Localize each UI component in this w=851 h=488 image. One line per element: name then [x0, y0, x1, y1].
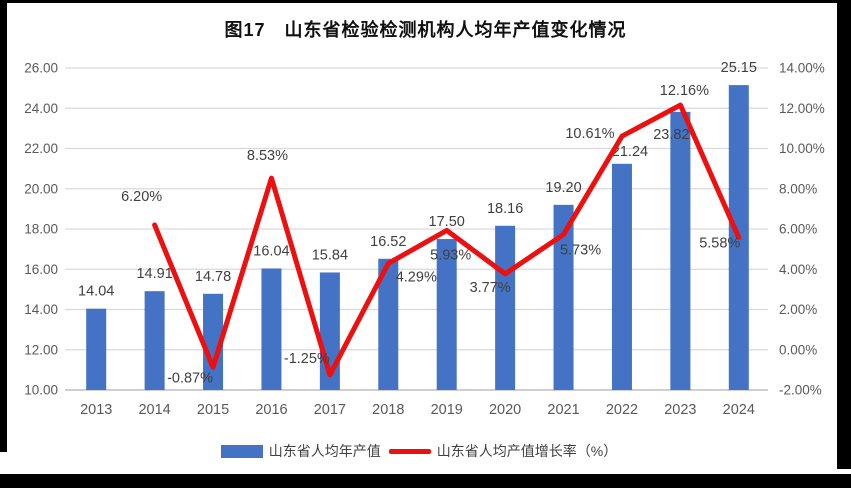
bar: [553, 204, 574, 390]
right-axis-tick-label: 6.00%: [779, 222, 817, 237]
x-axis-label: 2018: [372, 402, 404, 418]
left-axis-tick-label: 18.00: [24, 222, 58, 237]
scan-border-bottom: [0, 474, 851, 488]
x-axis-label: 2017: [314, 402, 346, 418]
bar-value-label: 14.04: [78, 284, 114, 300]
line-value-label: 10.61%: [565, 126, 614, 142]
bar-value-label: 14.91: [136, 266, 172, 282]
legend-item-line-series: 山东省人均产值增长率（%）: [388, 441, 618, 461]
left-axis-tick-label: 16.00: [24, 262, 58, 277]
line-series-swatch-icon: [388, 448, 431, 454]
bar: [611, 163, 632, 390]
chart-title: 图17 山东省检验检测机构人均年产值变化情况: [224, 20, 627, 40]
bar: [203, 293, 224, 390]
line-value-label: 5.93%: [430, 247, 471, 263]
x-axis-label: 2016: [255, 402, 287, 418]
right-axis-tick-label: 12.00%: [779, 101, 825, 116]
legend-label-bar-series: 山东省人均年产值: [268, 443, 381, 459]
x-axis-label: 2024: [723, 402, 755, 418]
bar-value-label: 18.16: [487, 201, 523, 217]
bar-value-label: 25.15: [721, 60, 757, 76]
x-axis-label: 2019: [431, 402, 463, 418]
bar-value-label: 19.20: [545, 180, 581, 196]
right-axis-tick-label: 2.00%: [779, 302, 817, 317]
left-axis-tick-label: 10.00: [24, 383, 58, 398]
right-axis-tick-label: 4.00%: [779, 262, 817, 277]
line-value-label: -1.25%: [284, 351, 330, 367]
scan-border-left: [0, 3, 7, 452]
line-value-label: 3.77%: [470, 280, 511, 296]
chart-legend: 山东省人均年产值 山东省人均产值增长率（%）: [0, 440, 838, 462]
left-axis-tick-label: 22.00: [24, 141, 58, 156]
left-axis-tick-label: 20.00: [24, 181, 58, 196]
line-value-label: -0.87%: [167, 370, 213, 386]
bar-value-label: 14.78: [195, 269, 231, 285]
x-axis-label: 2022: [606, 402, 638, 418]
left-axis-tick-label: 26.00: [24, 61, 58, 76]
scan-border-top: [0, 0, 851, 3]
right-axis-tick-label: 14.00%: [779, 61, 825, 76]
legend-item-bar-series: 山东省人均年产值: [220, 441, 381, 461]
right-axis-tick-label: 0.00%: [779, 342, 817, 357]
bar-value-label: 23.82: [653, 127, 689, 143]
scan-border-right: [837, 3, 851, 469]
bar-series-swatch-icon: [220, 444, 263, 458]
line-value-label: 5.58%: [699, 235, 740, 251]
legend-label-line-series: 山东省人均产值增长率（%）: [436, 443, 618, 459]
bar: [144, 291, 165, 390]
x-axis-label: 2020: [489, 402, 521, 418]
x-axis-label: 2015: [197, 402, 229, 418]
bar-value-label: 21.24: [612, 144, 648, 160]
bar: [495, 225, 516, 390]
bar: [670, 111, 691, 390]
bar: [261, 268, 282, 390]
left-axis-tick-label: 12.00: [24, 342, 58, 357]
bar-value-label: 16.04: [253, 243, 289, 259]
line-value-label: 12.16%: [660, 83, 709, 99]
right-axis-tick-label: 8.00%: [779, 181, 817, 196]
bar-value-label: 15.84: [312, 247, 348, 263]
line-value-label: 5.73%: [560, 242, 601, 258]
line-value-label: 6.20%: [121, 189, 162, 205]
left-axis-tick-label: 14.00: [24, 302, 58, 317]
bar-value-label: 17.50: [429, 214, 465, 230]
growth-rate-line: [152, 102, 742, 378]
bar: [86, 308, 107, 390]
line-value-label: 8.53%: [247, 148, 288, 164]
x-axis-label: 2013: [80, 402, 112, 418]
right-axis-tick-label: -2.00%: [779, 383, 822, 398]
bar: [436, 239, 457, 390]
x-axis-label: 2023: [664, 402, 696, 418]
bar-value-label: 16.52: [370, 234, 406, 250]
x-axis-label: 2014: [138, 402, 170, 418]
right-axis-tick-label: 10.00%: [779, 141, 825, 156]
line-value-label: 4.29%: [396, 269, 437, 285]
bar: [378, 258, 399, 390]
x-axis-label: 2021: [547, 402, 579, 418]
left-axis-tick-label: 24.00: [24, 101, 58, 116]
